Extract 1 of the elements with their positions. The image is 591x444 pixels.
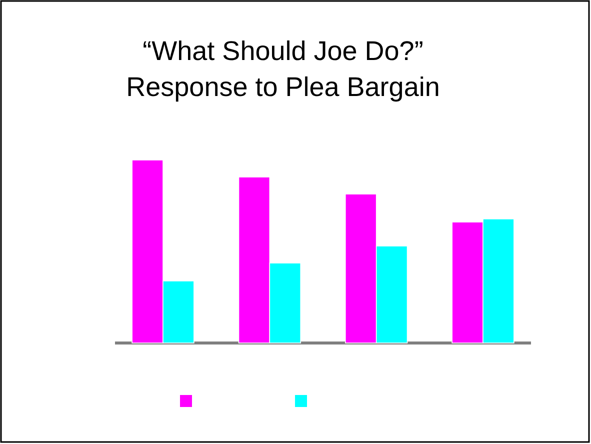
chart-title: “What Should Joe Do?” Response to Plea Bargain bbox=[126, 36, 440, 102]
